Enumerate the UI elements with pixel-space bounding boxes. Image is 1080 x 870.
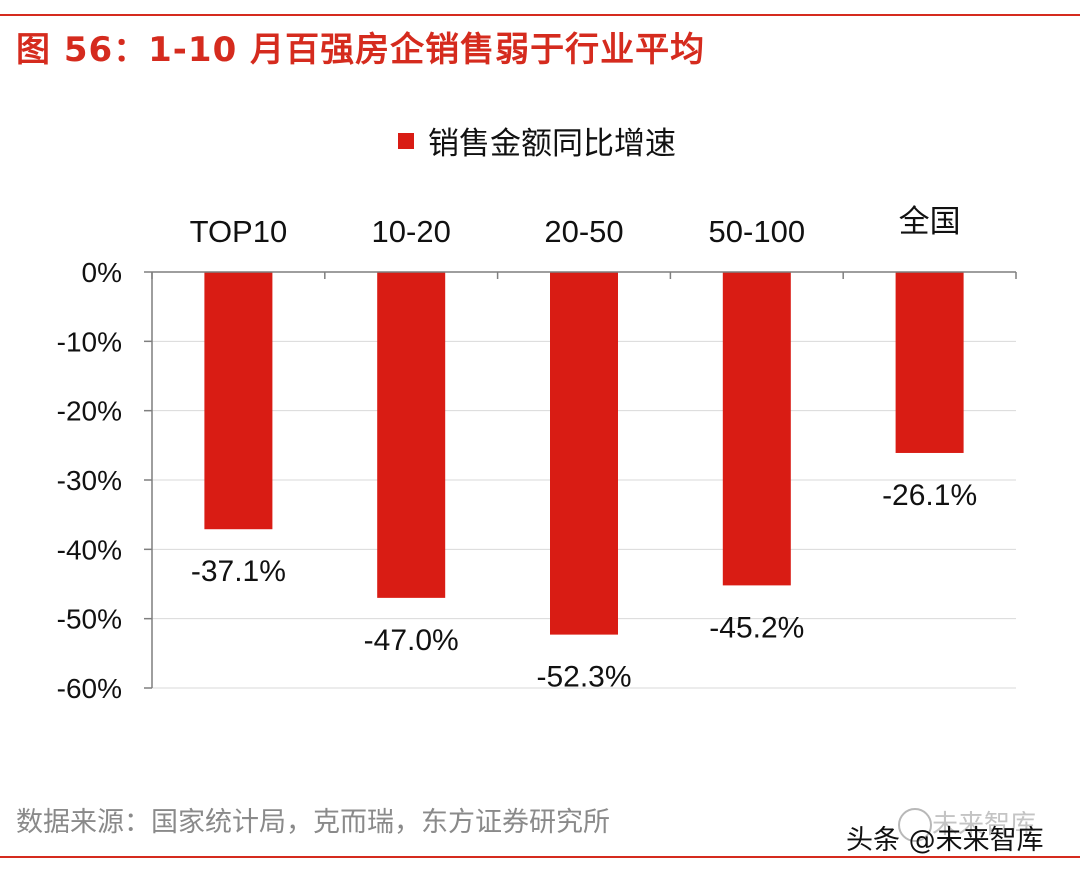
y-tick-label: -50% [57, 604, 122, 635]
bar-0 [204, 272, 273, 530]
y-tick-label: -30% [57, 465, 122, 496]
data-label: -37.1% [191, 555, 286, 588]
bar-3 [722, 272, 791, 586]
y-tick-label: -40% [57, 534, 122, 565]
y-tick-label: -10% [57, 326, 122, 357]
axes [144, 271, 1017, 689]
chart-labels: 0% -10% -20% -30% -40% -50% -60% TOP10 -37.1% 10-… [57, 204, 978, 704]
data-label: -52.3% [536, 661, 631, 694]
legend-label: 销售金额同比增速 [428, 126, 676, 162]
category-label: TOP10 [190, 214, 288, 249]
data-label: -26.1% [882, 479, 977, 512]
top-divider [0, 14, 1080, 16]
category-label: 20-50 [544, 214, 623, 249]
bar-2 [550, 272, 618, 635]
watermark-faint-text: 未来智库 [932, 810, 1037, 840]
bottom-divider [0, 856, 1080, 858]
y-tick-label: -20% [57, 396, 122, 427]
watermark-text: 头条 @未来智库 [846, 825, 1044, 856]
category-label: 10-20 [372, 214, 451, 249]
bar-1 [377, 272, 446, 598]
bars [204, 272, 964, 635]
chart-legend: 销售金额同比增速 [398, 118, 676, 163]
y-tick-label: 0% [82, 257, 122, 288]
bar-4 [895, 272, 964, 453]
source-note: 数据来源：国家统计局，克而瑞，东方证券研究所 [16, 807, 610, 838]
category-label: 全国 [899, 204, 961, 239]
wechat-circle-icon [898, 808, 932, 842]
category-label: 50-100 [709, 214, 806, 249]
data-label: -45.2% [709, 611, 804, 644]
figure-title: 图 56：1-10 月百强房企销售弱于行业平均 [16, 30, 706, 70]
y-tick-label: -60% [57, 673, 122, 704]
legend-swatch [398, 132, 414, 149]
data-label: -47.0% [364, 624, 459, 657]
